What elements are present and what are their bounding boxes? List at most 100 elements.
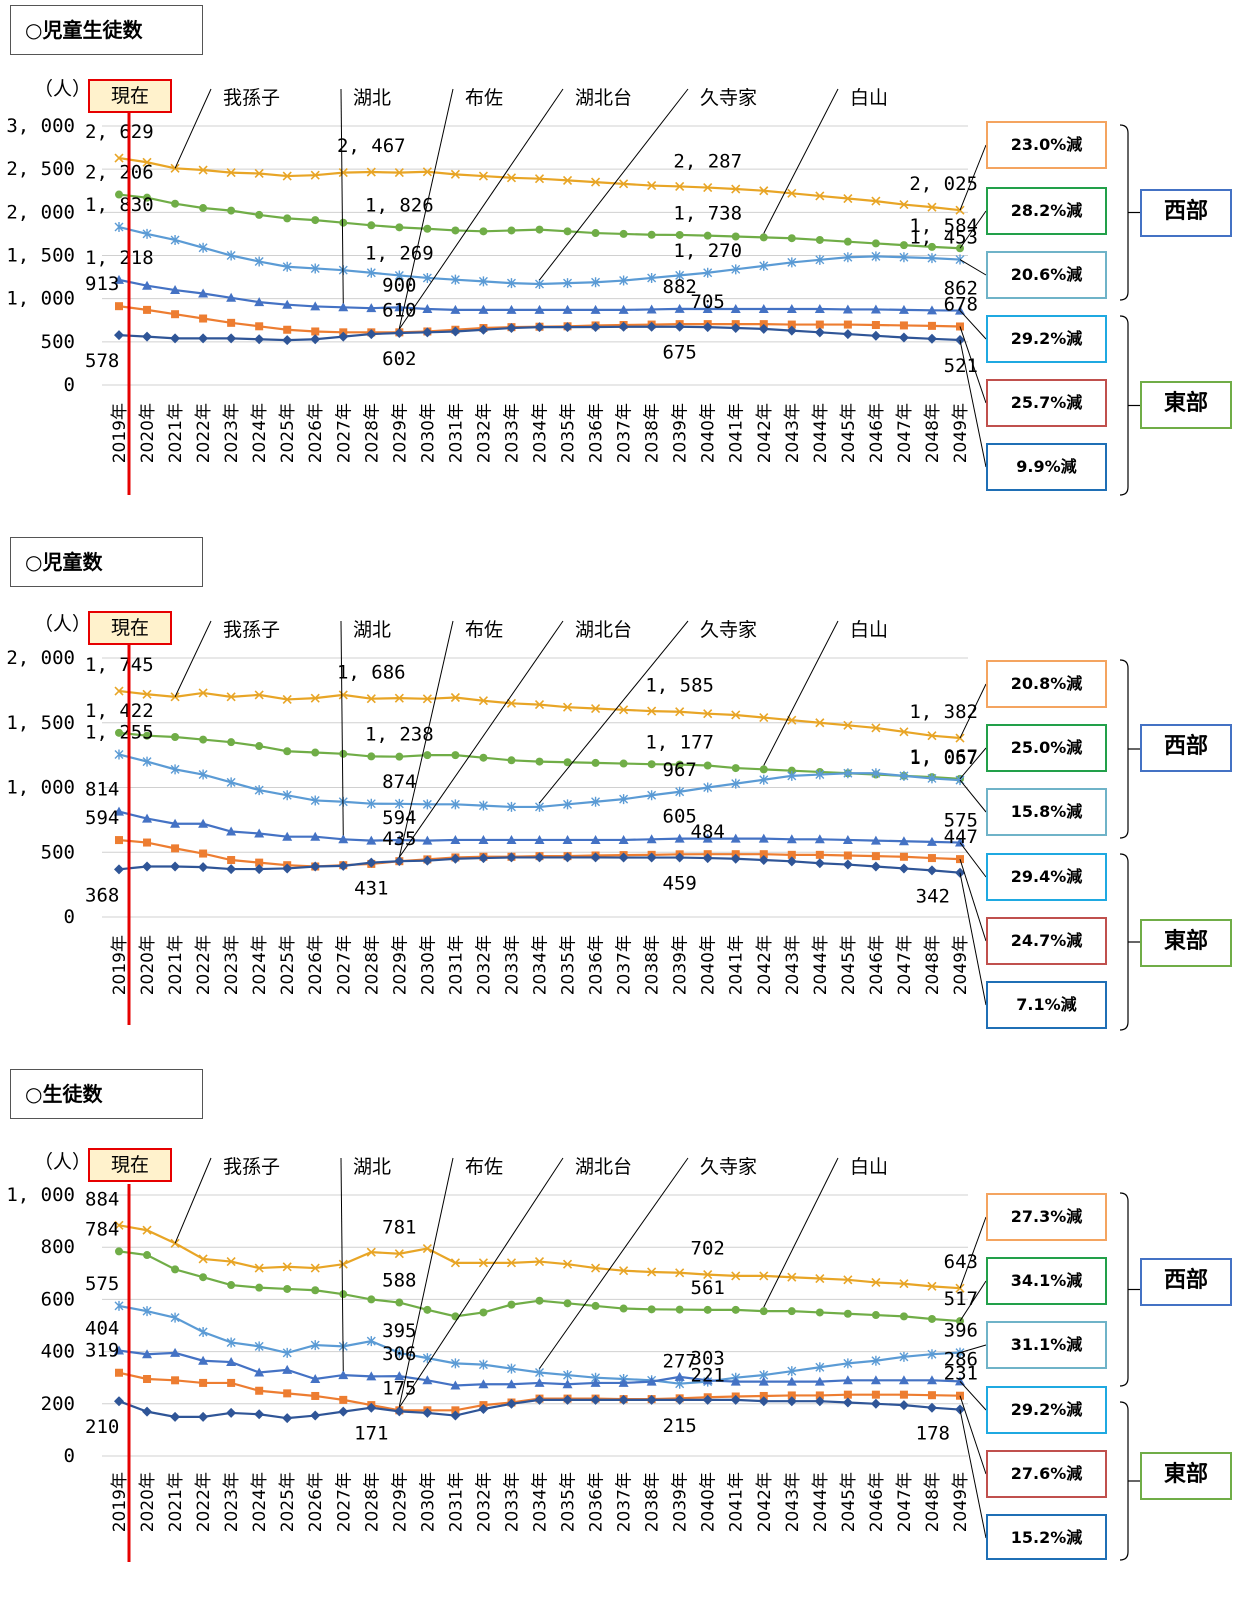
panel-title: ○児童数 [10, 537, 203, 587]
data-point-hakusan [703, 231, 712, 240]
data-point-kohoku [199, 849, 208, 858]
data-point-kohokudai [702, 833, 713, 843]
data-point-hakusan [731, 1305, 740, 1314]
data-point-fusa [282, 1413, 293, 1424]
data-point-fusa [450, 1410, 461, 1421]
data-point-fusa [226, 864, 237, 875]
x-tick-label: 2019年 [110, 403, 130, 463]
chart-elementary-students: 0 500 1, 000 1, 500 2, 000 （人） 2019年 2020年 2021年… [6, 613, 1140, 1031]
data-point-fusa [814, 327, 825, 338]
x-tick-label: 2025年 [278, 1472, 298, 1532]
data-label: 395 [382, 1320, 416, 1342]
data-label: 1, 584 [909, 215, 978, 237]
data-point-hakusan [115, 728, 123, 737]
data-point-kohoku [759, 850, 768, 859]
data-point-hakusan [759, 1307, 768, 1316]
data-point-kohokudai [282, 831, 293, 841]
data-point-fusa [226, 333, 237, 344]
data-point-abiko [366, 694, 376, 704]
data-point-kujike [927, 1349, 937, 1360]
x-tick-label: 2049年 [951, 935, 971, 995]
data-point-kujike [843, 252, 853, 263]
data-point-kujike [535, 1367, 544, 1378]
data-point-fusa [170, 333, 181, 344]
data-label: 286 [944, 1348, 978, 1370]
data-point-fusa [478, 853, 489, 864]
data-point-abiko [282, 694, 292, 705]
data-point-kohoku [143, 838, 152, 847]
data-point-abiko [843, 720, 853, 730]
data-point-abiko [422, 167, 432, 177]
callout-label: 湖北 [353, 87, 391, 109]
data-point-abiko [450, 1258, 460, 1268]
data-point-kujike [170, 234, 180, 245]
data-label: 1, 177 [645, 732, 714, 754]
data-point-abiko [871, 196, 881, 206]
y-tick-label: 3, 000 [6, 115, 75, 137]
data-point-hakusan [115, 1247, 123, 1256]
region-west: 西部 [1140, 1258, 1232, 1306]
data-point-kohoku [311, 327, 320, 336]
data-point-kohokudai [170, 285, 181, 295]
callout-label: 白山 [850, 87, 888, 109]
data-point-abiko [759, 1271, 769, 1281]
data-point-kohoku [956, 1391, 964, 1400]
callout-leader [763, 88, 839, 234]
data-point-hakusan [115, 190, 123, 199]
data-point-abiko [591, 177, 601, 187]
data-point-kohokudai [590, 304, 601, 314]
data-point-kujike [731, 264, 741, 275]
data-label: 1, 238 [365, 724, 434, 746]
data-point-kohokudai [786, 834, 797, 844]
data-point-kohokudai [338, 1370, 349, 1380]
data-point-kujike [535, 801, 544, 812]
data-label: 221 [691, 1364, 725, 1386]
data-point-hakusan [367, 1295, 376, 1304]
data-point-kohokudai [730, 304, 741, 314]
data-point-kohokudai [506, 1379, 517, 1389]
data-point-kujike [310, 263, 320, 274]
callout-leader [539, 620, 689, 804]
unit-label: （人） [34, 78, 91, 100]
data-point-kohokudai [506, 834, 517, 844]
data-point-kujike [675, 786, 685, 797]
data-point-fusa [114, 864, 124, 875]
x-tick-label: 2045年 [839, 403, 859, 463]
data-point-kujike [927, 773, 937, 784]
x-tick-label: 2024年 [250, 935, 270, 995]
data-point-abiko [815, 191, 825, 201]
panel-total: ○児童生徒数 0 500 1, 000 1, 500 2, 000 2, 500 3, 00… [0, 0, 1239, 530]
x-tick-label: 2023年 [222, 403, 242, 463]
data-point-abiko [787, 715, 797, 725]
data-point-kohokudai [254, 297, 265, 307]
data-label: 484 [691, 821, 725, 843]
data-point-kohoku [199, 314, 208, 323]
data-point-abiko [478, 1258, 488, 1268]
y-tick-label: 1, 000 [6, 1184, 75, 1206]
change-leader [959, 1381, 987, 1411]
data-point-kohokudai [198, 1355, 209, 1365]
data-point-abiko [254, 168, 264, 179]
data-point-hakusan [815, 1308, 824, 1317]
data-point-hakusan [619, 229, 628, 238]
data-point-kohokudai [590, 834, 601, 844]
x-tick-label: 2033年 [502, 403, 522, 463]
data-point-kohoku [115, 836, 123, 845]
data-point-fusa [842, 859, 853, 870]
data-point-kohoku [227, 1378, 236, 1387]
x-tick-label: 2031年 [446, 403, 466, 463]
region-west: 西部 [1140, 189, 1232, 237]
change-box-abiko: 20.8%減 [986, 660, 1107, 708]
data-point-kohokudai [842, 304, 853, 314]
data-point-fusa [674, 321, 685, 332]
data-label: 605 [663, 806, 697, 828]
data-point-hakusan [759, 765, 768, 774]
data-point-abiko [142, 689, 152, 699]
data-point-kujike [787, 770, 797, 781]
region-west: 西部 [1140, 724, 1232, 772]
data-point-abiko [114, 1220, 124, 1230]
x-tick-label: 2047年 [895, 935, 915, 995]
data-label: 1, 738 [673, 203, 742, 225]
x-tick-label: 2041年 [727, 1472, 747, 1532]
data-point-abiko [226, 1256, 236, 1267]
